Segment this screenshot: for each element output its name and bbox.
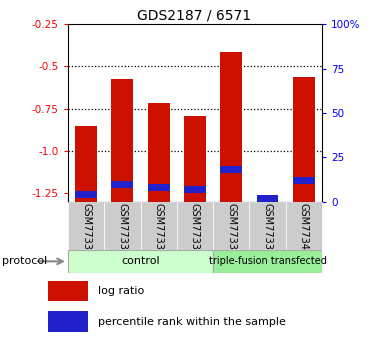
Text: GSM77340: GSM77340 (299, 203, 309, 256)
Text: GSM77336: GSM77336 (154, 203, 164, 256)
Text: GSM77339: GSM77339 (263, 203, 273, 256)
Text: GSM77337: GSM77337 (190, 203, 200, 256)
Bar (75, 191, 97, 198)
Bar (184, 116, 206, 202)
Text: GSM77334: GSM77334 (81, 203, 91, 256)
Bar (75, 126, 97, 202)
Bar (48, 281, 88, 301)
Text: GSM77335: GSM77335 (117, 203, 127, 256)
Bar (293, 77, 315, 202)
Bar (68, 250, 213, 273)
Text: GDS2187 / 6571: GDS2187 / 6571 (137, 9, 251, 23)
Text: triple-fusion transfected: triple-fusion transfected (209, 256, 327, 266)
Bar (257, 195, 279, 202)
Bar (257, 199, 279, 202)
Bar (104, 202, 140, 250)
Text: control: control (121, 256, 160, 266)
Bar (249, 202, 286, 250)
Bar (111, 79, 133, 202)
Text: protocol: protocol (2, 256, 47, 266)
Bar (213, 202, 249, 250)
Bar (48, 311, 88, 332)
Text: percentile rank within the sample: percentile rank within the sample (98, 316, 286, 326)
Bar (220, 52, 242, 202)
Bar (293, 177, 315, 184)
Bar (184, 186, 206, 193)
Bar (286, 202, 322, 250)
Bar (111, 180, 133, 188)
Bar (177, 202, 213, 250)
Bar (220, 166, 242, 174)
Bar (213, 250, 322, 273)
Bar (68, 202, 104, 250)
Bar (140, 202, 177, 250)
Text: log ratio: log ratio (98, 286, 144, 296)
Bar (148, 184, 170, 191)
Bar (148, 103, 170, 202)
Text: GSM77338: GSM77338 (226, 203, 236, 256)
